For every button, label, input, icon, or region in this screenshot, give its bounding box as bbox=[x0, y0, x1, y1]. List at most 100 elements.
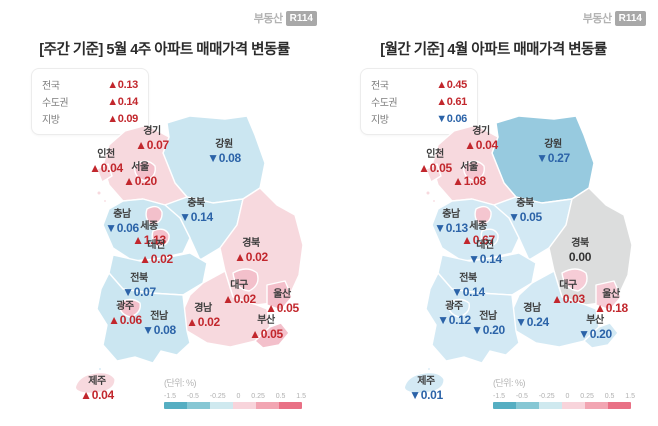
region-value: 0.00 bbox=[568, 249, 592, 264]
summary-row: 전국 ▲0.13 bbox=[42, 76, 138, 93]
region-label-chungbuk: 충북 ▼0.05 bbox=[475, 198, 575, 223]
region-value: ▼0.01 bbox=[409, 387, 443, 402]
scale-segment bbox=[539, 402, 562, 409]
region-shape-incheon-island bbox=[102, 198, 108, 204]
scale-tick: 0.5 bbox=[275, 393, 286, 400]
region-shape-daejeon bbox=[151, 228, 170, 248]
scale-tick: -0.25 bbox=[538, 393, 555, 400]
region-name: 제주 bbox=[417, 376, 435, 387]
region-shape-seoul bbox=[134, 160, 156, 182]
region-shape-incheon-island bbox=[96, 190, 102, 196]
region-name: 경기 bbox=[472, 126, 490, 137]
summary-value: ▲0.61 bbox=[436, 95, 467, 108]
scale-ticks: -1.5 -0.5 -0.25 0 0.25 0.5 1.5 bbox=[164, 393, 306, 400]
region-label-chungnam: 충남 ▼0.13 bbox=[401, 209, 501, 234]
region-name: 인천 bbox=[426, 149, 444, 160]
region-shape-jeju bbox=[403, 371, 445, 394]
region-shape-sejong bbox=[474, 205, 492, 226]
region-value: ▲0.02 bbox=[222, 291, 256, 306]
region-value: ▲0.06 bbox=[108, 312, 142, 327]
region-shape-ulsan bbox=[595, 280, 622, 311]
region-label-gyeongnam: 경남 ▲0.02 bbox=[153, 303, 253, 328]
brand-r114-badge: R114 bbox=[285, 10, 317, 26]
region-shape-daegu bbox=[561, 268, 588, 292]
region-name: 충남 bbox=[113, 209, 131, 220]
region-shape-daegu bbox=[232, 268, 259, 292]
korea-map bbox=[403, 115, 633, 394]
region-name: 전남 bbox=[479, 311, 497, 322]
summary-label: 지방 bbox=[42, 115, 60, 126]
region-shape-seoul bbox=[463, 160, 485, 182]
region-value: ▲0.04 bbox=[464, 137, 498, 152]
region-shape-daejeon bbox=[480, 228, 499, 248]
scale-tick: -0.5 bbox=[515, 393, 528, 400]
region-label-busan: 부산 ▲0.05 bbox=[216, 315, 316, 340]
region-name: 경남 bbox=[523, 303, 541, 314]
region-shape-ulsan bbox=[266, 280, 293, 311]
korea-map bbox=[74, 115, 304, 394]
summary-box: 전국 ▲0.13 수도권 ▲0.14 지방 ▲0.09 bbox=[31, 68, 149, 135]
region-label-daegu: 대구 ▲0.02 bbox=[189, 280, 289, 306]
region-label-ulsan: 울산 ▲0.18 bbox=[561, 289, 658, 314]
scale-tick: -1.5 bbox=[164, 393, 177, 400]
region-shape-jeju bbox=[74, 371, 116, 394]
region-shape-jeonnam-island bbox=[426, 366, 432, 372]
region-label-gyeonggi: 경기 ▲0.04 bbox=[431, 126, 531, 152]
region-name: 광주 bbox=[116, 301, 134, 312]
region-label-chungnam: 충남 ▼0.06 bbox=[72, 209, 172, 235]
region-value: ▲0.20 bbox=[123, 173, 157, 188]
region-value: ▲0.04 bbox=[89, 160, 123, 175]
region-label-ulsan: 울산 ▲0.05 bbox=[232, 289, 332, 314]
scale-ticks: -1.5 -0.5 -0.25 0 0.25 0.5 1.5 bbox=[493, 393, 635, 400]
scale-segment bbox=[210, 402, 233, 409]
region-name: 경북 bbox=[242, 238, 260, 249]
scale-segment bbox=[233, 402, 256, 409]
region-name: 인천 bbox=[97, 149, 115, 160]
region-name: 부산 bbox=[586, 315, 604, 326]
region-value: ▲0.03 bbox=[551, 291, 585, 306]
region-name: 경남 bbox=[194, 303, 212, 314]
region-shape-sejong bbox=[145, 205, 163, 226]
brand-logo: 부동산 R114 bbox=[254, 10, 317, 26]
region-name: 충북 bbox=[516, 198, 534, 209]
region-label-gyeongnam: 경남 ▼0.24 bbox=[482, 303, 582, 328]
region-name: 대전 bbox=[476, 240, 494, 251]
region-name: 대구 bbox=[559, 280, 577, 291]
region-shape-incheon bbox=[96, 163, 113, 183]
scale-tick: 0 bbox=[565, 393, 570, 400]
region-label-incheon: 인천 ▲0.04 bbox=[56, 149, 156, 175]
korea-map-area: 경기 ▲0.07 강원 ▼0.08 인천 ▲0.04 서울 ▲0.20 충북 ▼0.14 충남 ▼0.… bbox=[47, 115, 332, 401]
region-value: ▼0.14 bbox=[179, 209, 213, 224]
region-label-daejeon: 대전 ▲0.02 bbox=[106, 240, 206, 266]
scale-segment bbox=[279, 402, 302, 409]
region-label-jeonbuk: 전북 ▼0.07 bbox=[89, 273, 189, 298]
region-label-seoul: 서울 ▲1.08 bbox=[419, 162, 519, 187]
summary-row: 전국 ▲0.45 bbox=[371, 76, 467, 93]
region-value: ▼0.12 bbox=[437, 312, 471, 327]
scale-segment bbox=[608, 402, 631, 409]
summary-label: 전국 bbox=[42, 81, 60, 92]
region-label-gwangju: 광주 ▲0.06 bbox=[75, 301, 175, 327]
region-value: ▼0.06 bbox=[105, 220, 139, 235]
scale-tick: -0.25 bbox=[209, 393, 226, 400]
region-name: 제주 bbox=[88, 376, 106, 387]
scale-segment bbox=[187, 402, 210, 409]
region-shape-jeonnam bbox=[425, 272, 520, 364]
summary-label: 지방 bbox=[371, 115, 389, 126]
region-value: ▼0.08 bbox=[207, 150, 241, 165]
region-value: ▲0.02 bbox=[139, 251, 173, 266]
region-label-gyeongbuk: 경북 ▲0.02 bbox=[201, 238, 301, 263]
region-label-jeju: 제주 ▲0.04 bbox=[47, 376, 147, 401]
region-label-gyeongbuk: 경북 0.00 bbox=[530, 238, 630, 264]
summary-row: 지방 ▼0.06 bbox=[371, 110, 467, 127]
scale-colorbar bbox=[493, 402, 631, 409]
region-name: 울산 bbox=[273, 289, 291, 300]
region-shape-jeonnam bbox=[96, 272, 191, 364]
region-name: 서울 bbox=[460, 162, 478, 173]
summary-row: 수도권 ▲0.61 bbox=[371, 93, 467, 110]
brand-text: 부동산 bbox=[582, 13, 612, 25]
scale-segment bbox=[585, 402, 608, 409]
region-name: 전남 bbox=[150, 311, 168, 322]
region-label-seoul: 서울 ▲0.20 bbox=[90, 162, 190, 188]
summary-label: 수도권 bbox=[371, 98, 398, 109]
